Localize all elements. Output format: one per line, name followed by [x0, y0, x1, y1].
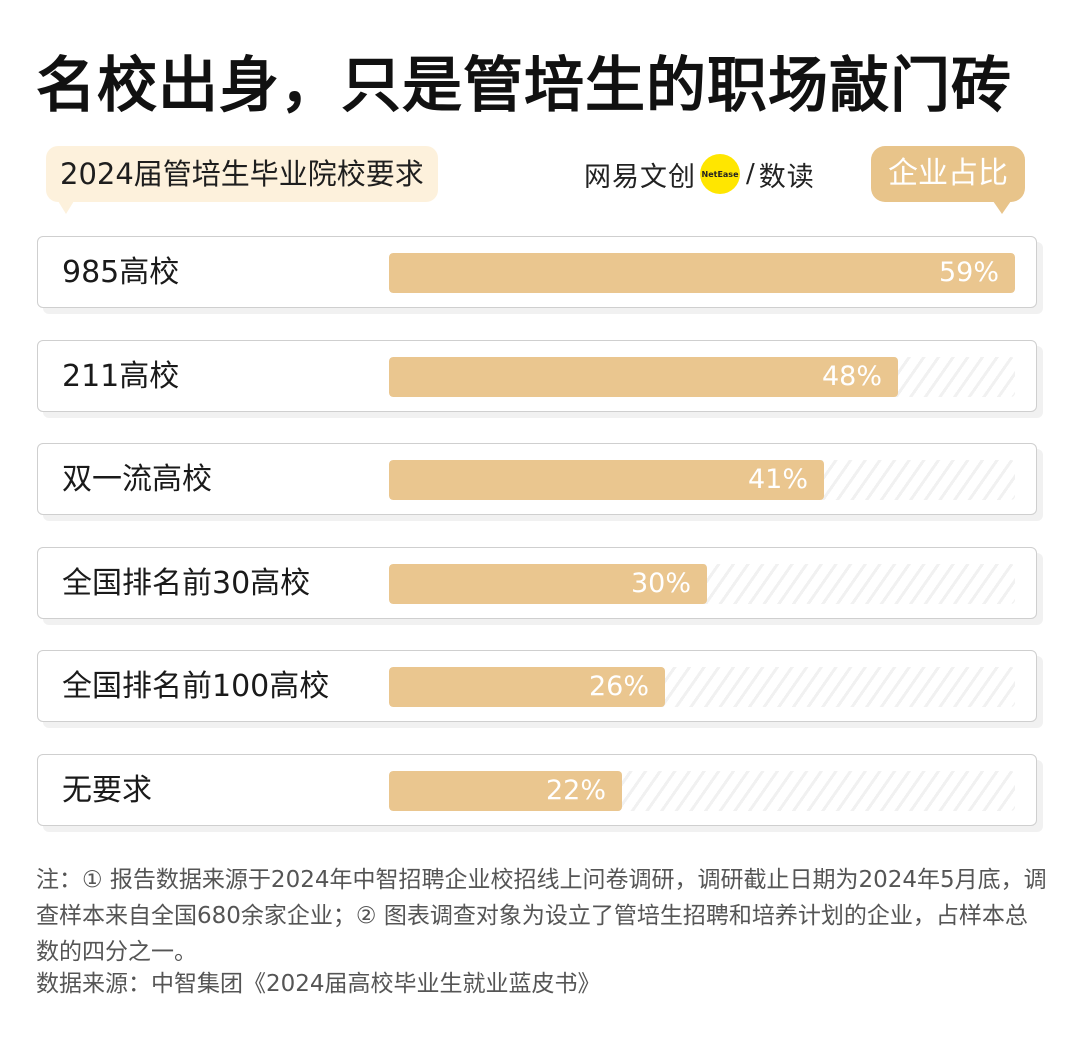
bar: 22% — [389, 771, 622, 811]
category-label: 双一流高校 — [62, 444, 212, 516]
category-label: 全国排名前30高校 — [62, 548, 311, 620]
bar: 48% — [389, 357, 898, 397]
brand-separator: / — [746, 159, 755, 189]
chart-row: 无要求 22% — [37, 754, 1037, 826]
data-label: 22% — [545, 775, 606, 806]
chart-row: 全国排名前100高校 26% — [37, 650, 1037, 722]
data-label: 59% — [938, 257, 999, 288]
brand-logo: 网易文创 NetEase / 数读 — [584, 150, 815, 198]
data-label: 41% — [747, 464, 808, 495]
footnote: 注：① 报告数据来源于2024年中智招聘企业校招线上问卷调研，调研截止日期为20… — [36, 867, 1047, 965]
chart-row: 211高校 48% — [37, 340, 1037, 412]
bar: 30% — [389, 564, 707, 604]
bar-track: 26% — [389, 667, 1015, 707]
bar-track: 41% — [389, 460, 1015, 500]
bar-track: 59% — [389, 253, 1015, 293]
data-source: 数据来源：中智集团《2024届高校毕业生就业蓝皮书》 — [36, 971, 601, 997]
chart-row: 双一流高校 41% — [37, 443, 1037, 515]
category-label: 985高校 — [62, 237, 180, 309]
data-label: 48% — [821, 361, 882, 392]
netease-badge-icon: NetEase — [700, 154, 740, 194]
page-title: 名校出身，只是管培生的职场敲门砖 — [36, 51, 1012, 121]
legend-label: 企业占比 — [871, 146, 1025, 214]
data-label: 26% — [588, 671, 649, 702]
brand-channel: 数读 — [758, 161, 815, 193]
chart-subtitle: 2024届管培生毕业院校要求 — [46, 146, 438, 214]
brand-name: 网易文创 — [584, 161, 696, 193]
category-label: 无要求 — [62, 755, 152, 827]
bar-track: 22% — [389, 771, 1015, 811]
chart-row: 985高校 59% — [37, 236, 1037, 308]
bar: 59% — [389, 253, 1015, 293]
bar-track: 30% — [389, 564, 1015, 604]
bar-track: 48% — [389, 357, 1015, 397]
data-label: 30% — [630, 568, 691, 599]
bar: 26% — [389, 667, 665, 707]
category-label: 全国排名前100高校 — [62, 651, 330, 723]
chart-row: 全国排名前30高校 30% — [37, 547, 1037, 619]
bar: 41% — [389, 460, 824, 500]
category-label: 211高校 — [62, 341, 180, 413]
